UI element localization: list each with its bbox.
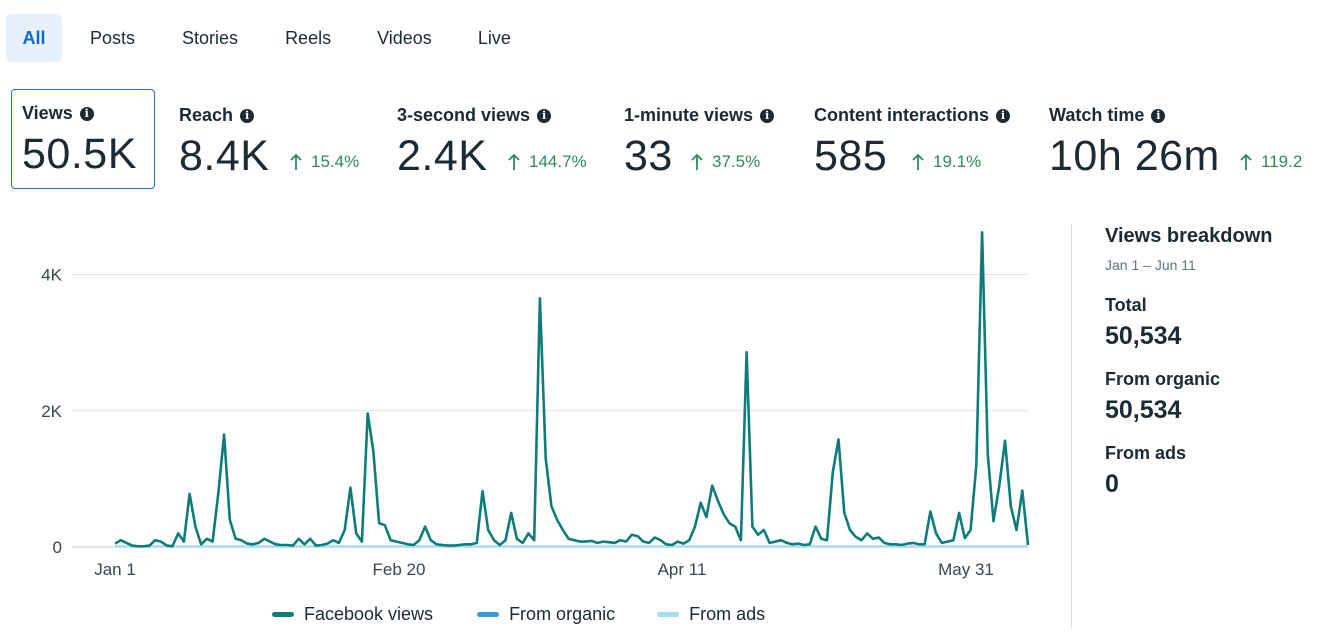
metric-card-3-second-views[interactable]: 3-second views i 2.4K 144.7% <box>397 92 607 188</box>
x-tick-label: Feb 20 <box>373 560 426 579</box>
metric-value: 50.5K <box>22 130 137 178</box>
series-line-facebook-views <box>114 231 1030 548</box>
metric-value: 585 <box>814 132 888 180</box>
legend-label: From organic <box>509 604 616 624</box>
legend-label: Facebook views <box>304 604 434 624</box>
tab-videos[interactable]: Videos <box>377 27 432 48</box>
breakdown-total-label: Total <box>1105 295 1147 315</box>
metric-change-value: 19.1% <box>933 152 982 171</box>
legend-item-facebook-views[interactable]: Facebook views <box>272 604 433 625</box>
metric-label: Views <box>22 103 73 123</box>
metric-change-value: 119.2 <box>1261 152 1303 171</box>
legend-item-from-ads[interactable]: From ads <box>657 604 765 625</box>
y-tick-label: 2K <box>41 402 62 421</box>
breakdown-title: Views breakdown <box>1105 225 1273 247</box>
metric-value: 2.4K <box>397 132 488 180</box>
breakdown-date-range: Jan 1 – Jun 11 <box>1105 257 1196 273</box>
metric-change: 119.2 <box>1239 152 1302 172</box>
metric-card-watch-time[interactable]: Watch time i 10h 26m 119.2 <box>1049 92 1321 188</box>
metric-card-1-minute-views[interactable]: 1-minute views i 33 37.5% <box>624 92 794 188</box>
views-line-chart: 0 2K 4K Jan 1 Feb 20 Apr 11 May 31 <box>0 220 1060 628</box>
tab-stories[interactable]: Stories <box>182 27 239 48</box>
breakdown-organic-label: From organic <box>1105 369 1221 389</box>
info-icon[interactable]: i <box>760 108 775 123</box>
info-icon[interactable]: i <box>537 108 552 123</box>
arrow-up-icon <box>912 153 924 170</box>
metric-value: 10h 26m <box>1049 132 1220 180</box>
breakdown-ads-label: From ads <box>1105 443 1187 463</box>
arrow-up-icon <box>1240 153 1252 170</box>
x-tick-label: Jan 1 <box>94 560 136 579</box>
metric-label: Content interactions <box>814 105 990 125</box>
arrow-up-icon <box>691 153 703 170</box>
metric-value: 33 <box>624 132 673 180</box>
chart-legend: Facebook views From organic From ads <box>272 604 765 625</box>
content-type-tabs: All Posts Stories Reels Videos Live <box>6 14 511 62</box>
metric-card-content-interactions[interactable]: Content interactions i 585 19.1% <box>814 92 1034 188</box>
metric-change: 15.4% <box>289 152 359 172</box>
metric-change-value: 144.7% <box>529 152 587 171</box>
metric-label: Reach <box>179 105 234 125</box>
y-tick-label: 4K <box>41 266 62 285</box>
metric-card-reach[interactable]: Reach i 8.4K 15.4% <box>179 92 379 188</box>
tab-posts[interactable]: Posts <box>90 27 136 48</box>
metric-change: 37.5% <box>690 152 760 172</box>
metric-card-views[interactable]: Views i 50.5K <box>11 89 155 189</box>
legend-item-from-organic[interactable]: From organic <box>477 604 615 625</box>
breakdown-ads-value: 0 <box>1105 470 1119 498</box>
metric-change-value: 37.5% <box>712 152 761 171</box>
legend-swatch <box>477 612 500 617</box>
legend-swatch <box>657 612 680 617</box>
arrow-up-icon <box>508 153 520 170</box>
metric-label: 1-minute views <box>624 105 754 125</box>
tab-live[interactable]: Live <box>477 27 511 48</box>
views-breakdown-panel: Views breakdown Jan 1 – Jun 11 Total 50,… <box>1105 225 1320 499</box>
info-icon[interactable]: i <box>79 106 94 121</box>
breakdown-organic-value: 50,534 <box>1105 396 1182 424</box>
metric-label: Watch time <box>1049 105 1145 125</box>
info-icon[interactable]: i <box>996 108 1011 123</box>
panel-divider <box>1071 224 1072 628</box>
x-tick-label: Apr 11 <box>658 560 707 579</box>
metric-value: 8.4K <box>179 132 270 180</box>
legend-label: From ads <box>689 604 766 624</box>
metric-change: 19.1% <box>911 152 981 172</box>
tab-all[interactable]: All <box>6 14 62 62</box>
info-icon[interactable]: i <box>1151 108 1166 123</box>
metric-change-value: 15.4% <box>311 152 360 171</box>
chart-svg: 0 2K 4K Jan 1 Feb 20 Apr 11 May 31 <box>41 231 1030 579</box>
arrow-up-icon <box>290 153 302 170</box>
x-tick-label: May 31 <box>938 560 994 579</box>
metric-label: 3-second views <box>397 105 531 125</box>
breakdown-total-value: 50,534 <box>1105 322 1182 350</box>
y-tick-label: 0 <box>53 538 62 557</box>
legend-swatch <box>272 612 294 617</box>
info-icon[interactable]: i <box>240 108 255 123</box>
metric-change: 144.7% <box>507 152 587 172</box>
tab-reels[interactable]: Reels <box>285 27 332 48</box>
